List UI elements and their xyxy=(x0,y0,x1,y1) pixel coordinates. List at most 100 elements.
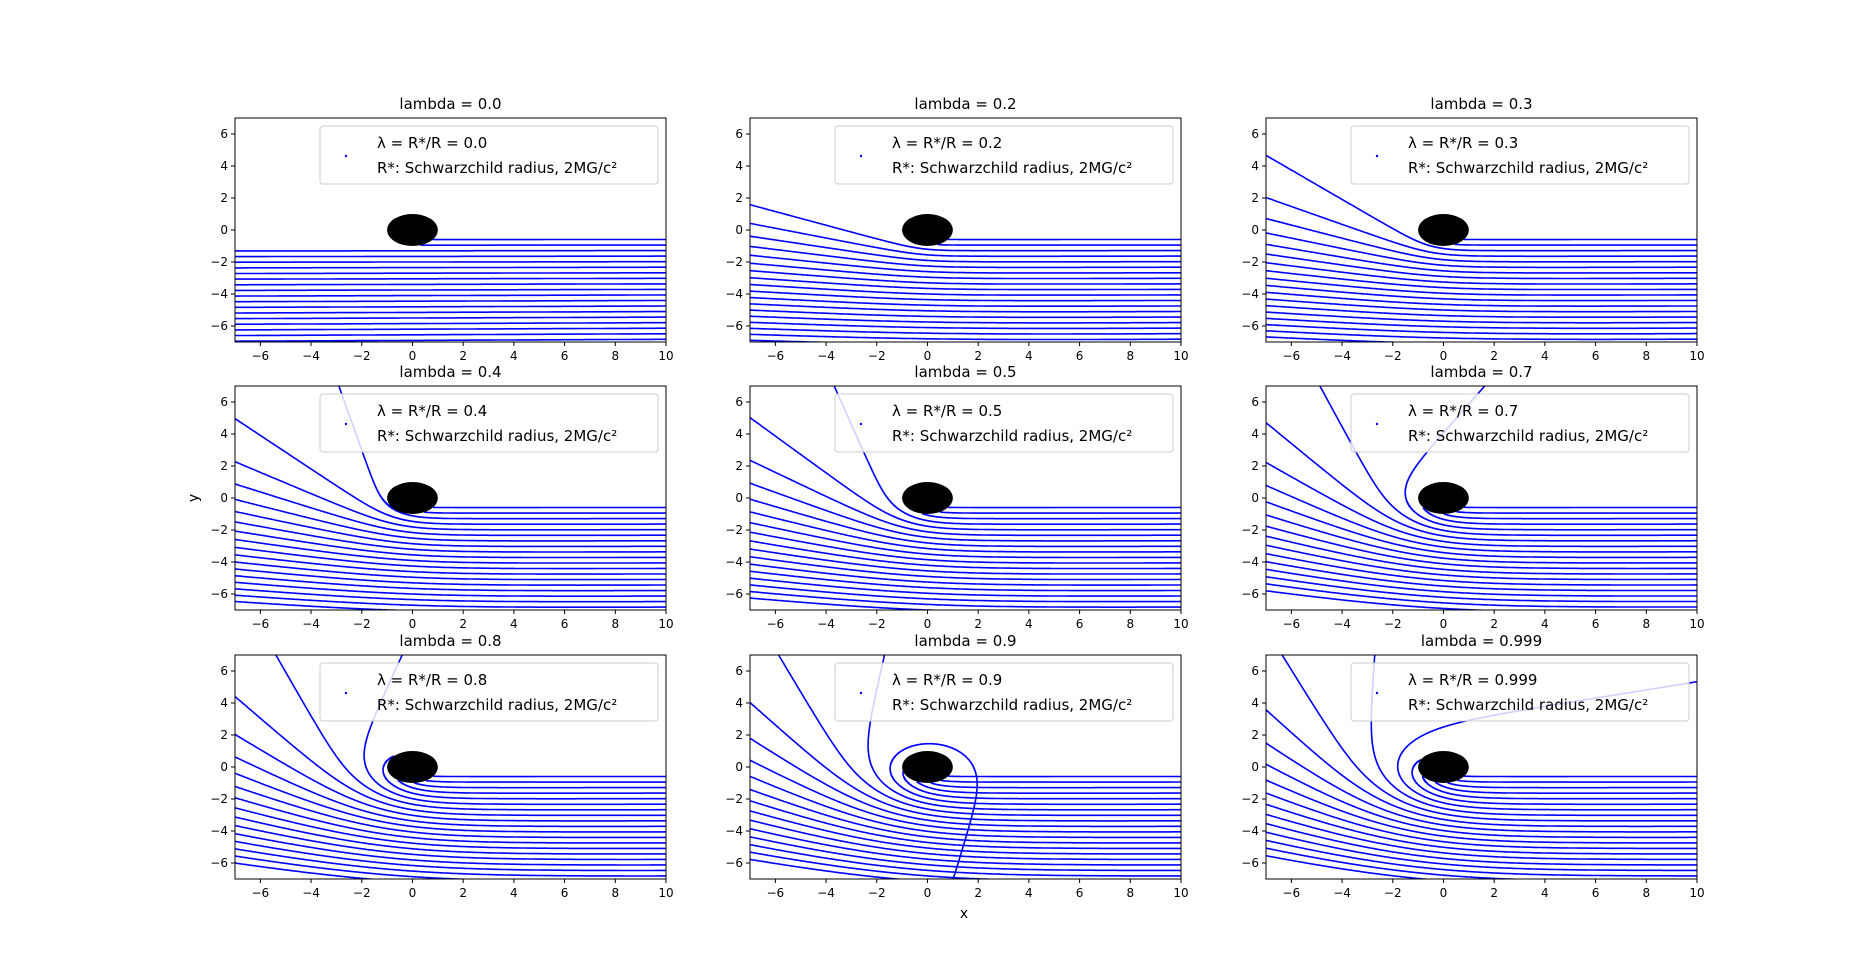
x-tick-label: 4 xyxy=(1541,349,1549,363)
x-tick-label: 6 xyxy=(1076,886,1084,900)
legend-marker xyxy=(1375,422,1379,426)
legend-label-radius: R*: Schwarzchild radius, 2MG/c² xyxy=(1408,159,1648,177)
light-ray-path xyxy=(1266,284,1697,302)
light-ray-path xyxy=(750,315,1181,324)
light-ray-path xyxy=(1266,421,1697,542)
y-tick-label: −6 xyxy=(210,319,228,333)
legend-label-lambda: λ = R*/R = 0.0 xyxy=(377,134,487,152)
x-tick-label: −4 xyxy=(1333,617,1351,631)
x-tick-label: 8 xyxy=(1642,886,1650,900)
legend-label-radius: R*: Schwarzchild radius, 2MG/c² xyxy=(377,696,617,714)
light-ray-path xyxy=(235,283,666,286)
black-hole xyxy=(387,214,438,246)
light-ray-path xyxy=(433,775,666,778)
light-ray-path xyxy=(235,266,666,269)
y-tick-label: 0 xyxy=(735,760,743,774)
light-ray-path xyxy=(750,254,1181,274)
y-tick-label: 0 xyxy=(735,223,743,237)
light-ray-path xyxy=(274,655,666,811)
x-tick-label: 0 xyxy=(924,617,932,631)
y-tick-label: 2 xyxy=(220,191,228,205)
y-tick-label: 4 xyxy=(1251,696,1259,710)
y-tick-label: 0 xyxy=(1251,223,1259,237)
light-ray-path xyxy=(1457,779,1697,783)
x-tick-label: 0 xyxy=(409,617,417,631)
light-ray-path xyxy=(750,827,1181,866)
subplot-3: −6 −4 −2 0 2 4 6 8 10 −6 −4 −2 0 2 4 6 lambda = 0.3 λ = R… xyxy=(1241,95,1704,363)
light-ray-path xyxy=(235,310,666,314)
y-tick-label: 6 xyxy=(1251,664,1259,678)
y-tick-label: 6 xyxy=(735,127,743,141)
light-ray-path xyxy=(432,238,666,241)
x-tick-label: 10 xyxy=(1689,886,1704,900)
light-ray-path xyxy=(1454,243,1697,246)
x-axis-label: x xyxy=(960,906,968,922)
black-hole xyxy=(902,751,953,783)
x-tick-label: −6 xyxy=(252,617,270,631)
black-hole xyxy=(1418,214,1469,246)
y-tick-label: 2 xyxy=(1251,459,1259,473)
subplot-7: −6 −4 −2 0 2 4 6 8 10 −6 −4 −2 0 2 4 6 lambda = 0.8 λ = R… xyxy=(210,632,673,900)
light-ray-path xyxy=(1266,514,1697,564)
light-ray-path xyxy=(1266,154,1697,252)
y-tick-label: −4 xyxy=(210,824,228,838)
x-tick-label: 8 xyxy=(1126,349,1134,363)
light-ray-path xyxy=(363,655,666,806)
x-tick-label: 2 xyxy=(974,349,982,363)
black-hole xyxy=(1418,482,1469,514)
light-ray-path xyxy=(1266,243,1697,274)
light-ray-path xyxy=(235,255,666,258)
legend-marker xyxy=(344,691,348,695)
ray-paths xyxy=(1266,386,1697,610)
x-tick-label: −4 xyxy=(817,617,835,631)
x-tick-label: −2 xyxy=(868,617,886,631)
x-tick-label: 8 xyxy=(1126,886,1134,900)
y-tick-label: −4 xyxy=(1241,555,1259,569)
subplot-9: −6 −4 −2 0 2 4 6 8 10 −6 −4 −2 0 2 4 6 lambda = 0.999 λ =… xyxy=(1241,632,1704,900)
y-tick-label: 2 xyxy=(735,728,743,742)
light-ray-path xyxy=(1434,781,1697,794)
legend-label-radius: R*: Schwarzchild radius, 2MG/c² xyxy=(377,159,617,177)
x-tick-label: 8 xyxy=(611,886,619,900)
light-ray-path xyxy=(1463,775,1697,778)
y-tick-label: −6 xyxy=(725,319,743,333)
x-tick-label: 6 xyxy=(1592,886,1600,900)
x-tick-label: −6 xyxy=(1283,349,1301,363)
ray-paths xyxy=(235,386,666,610)
light-ray-path xyxy=(235,483,666,537)
light-ray-path xyxy=(930,782,1181,789)
x-tick-label: 0 xyxy=(924,886,932,900)
x-tick-label: 0 xyxy=(409,349,417,363)
y-tick-label: 4 xyxy=(735,427,743,441)
x-tick-label: 10 xyxy=(1689,617,1704,631)
light-ray-path xyxy=(750,701,1181,822)
light-ray-path xyxy=(941,779,1181,783)
x-tick-label: 4 xyxy=(1025,349,1033,363)
y-tick-label: 6 xyxy=(1251,127,1259,141)
y-tick-label: −6 xyxy=(1241,319,1259,333)
x-tick-label: −2 xyxy=(353,617,371,631)
light-ray-path xyxy=(235,460,666,531)
light-ray-path xyxy=(1266,525,1697,570)
light-ray-path xyxy=(235,260,666,263)
subplot-title: lambda = 0.0 xyxy=(399,95,501,113)
light-ray-path xyxy=(1266,708,1697,828)
light-ray-path xyxy=(235,568,666,586)
legend-marker xyxy=(344,422,348,426)
y-tick-label: −2 xyxy=(1241,523,1259,537)
light-ray-path xyxy=(750,597,952,610)
light-ray-path xyxy=(235,521,666,553)
subplot-1: −6 −4 −2 0 2 4 6 8 10 −6 −4 −2 0 2 4 6 lambda = 0.0 λ = R… xyxy=(210,95,673,363)
legend-marker xyxy=(859,154,863,158)
light-ray-path xyxy=(750,788,1181,844)
legend-label-lambda: λ = R*/R = 0.4 xyxy=(377,402,487,420)
light-ray-path xyxy=(1266,304,1697,318)
light-ray-path xyxy=(235,546,666,570)
x-tick-label: 4 xyxy=(1025,886,1033,900)
subplot-title: lambda = 0.8 xyxy=(399,632,501,650)
y-tick-label: −6 xyxy=(210,587,228,601)
light-ray-path xyxy=(1266,269,1697,291)
light-ray-path xyxy=(750,276,1181,291)
legend-box xyxy=(1350,125,1690,185)
